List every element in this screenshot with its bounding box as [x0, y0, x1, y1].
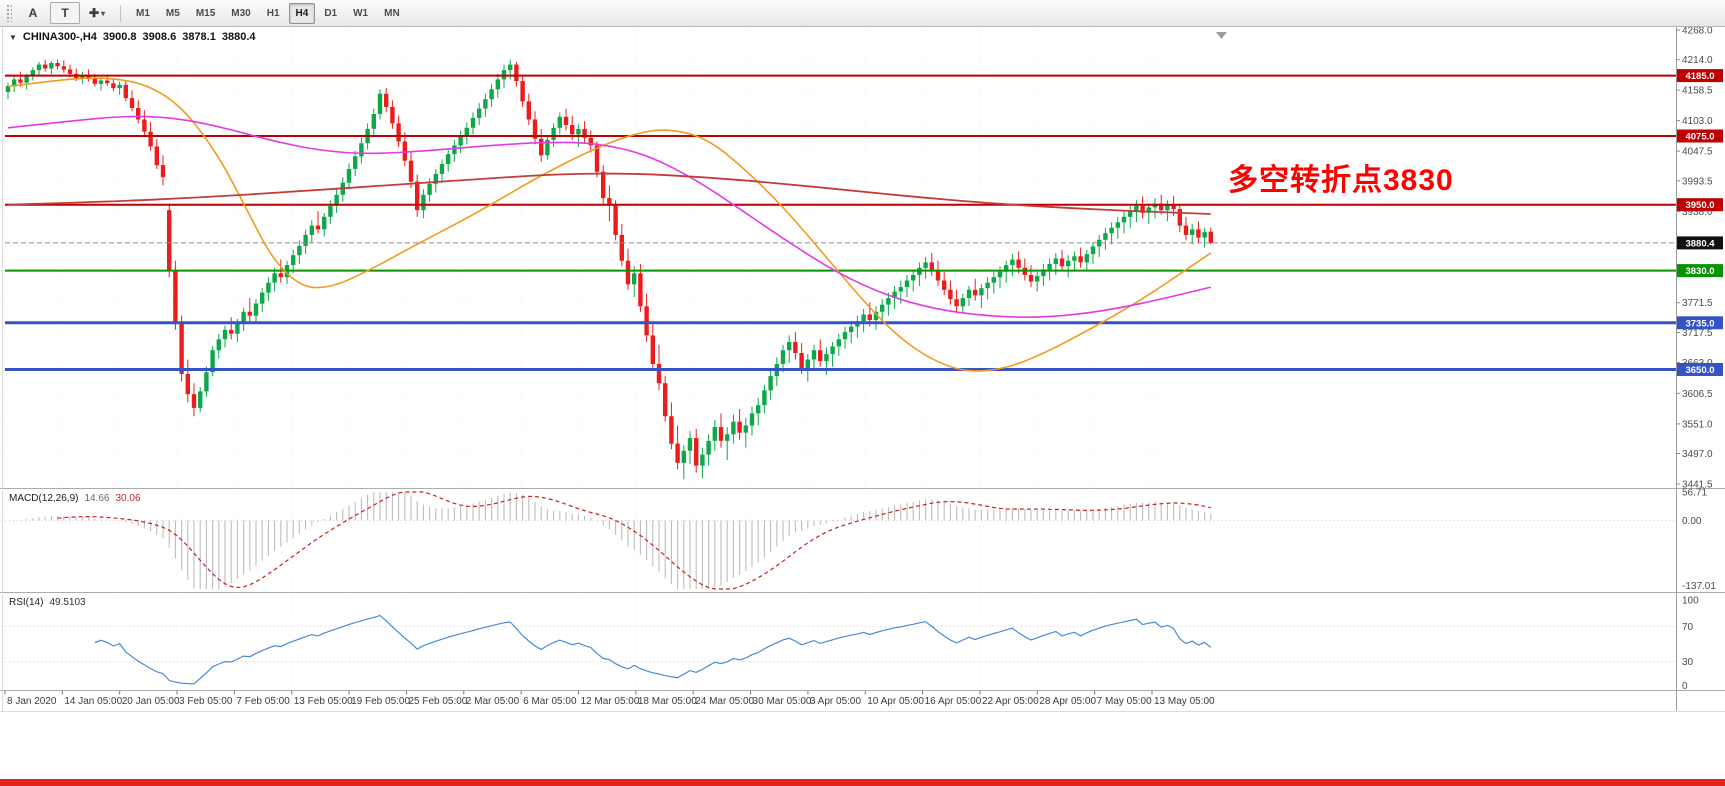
svg-text:16 Apr 05:00: 16 Apr 05:00	[925, 696, 982, 707]
svg-text:19 Feb 05:00: 19 Feb 05:00	[351, 696, 410, 707]
svg-text:0.00: 0.00	[1682, 516, 1702, 527]
macd-name: MACD(12,26,9)	[9, 493, 79, 504]
svg-text:4185.0: 4185.0	[1685, 71, 1714, 82]
macd-signal-value: 30.06	[115, 493, 141, 504]
svg-text:4268.0: 4268.0	[1682, 26, 1713, 37]
toolbar-drag-handle[interactable]	[6, 4, 12, 22]
timeframe-mn-button[interactable]: MN	[384, 7, 400, 19]
svg-text:7 May 05:00: 7 May 05:00	[1097, 696, 1152, 707]
chevron-down-icon: ▾	[101, 8, 106, 18]
candlestick-series[interactable]	[5, 59, 1213, 480]
open-value: 3900.8	[102, 31, 137, 43]
svg-text:30: 30	[1682, 657, 1694, 668]
svg-text:3717.5: 3717.5	[1682, 328, 1713, 339]
low-value: 3878.1	[182, 31, 216, 43]
panel-separators[interactable]	[0, 27, 1725, 712]
svg-text:3938.0: 3938.0	[1682, 207, 1713, 218]
macd-panel[interactable]	[5, 491, 1676, 590]
rsi-panel[interactable]	[5, 614, 1676, 685]
svg-text:3441.5: 3441.5	[1682, 480, 1713, 491]
svg-text:20 Jan 05:00: 20 Jan 05:00	[122, 696, 180, 707]
rsi-value: 49.5103	[49, 597, 86, 608]
chart-grid	[4, 29, 1676, 688]
timeframe-h1-button[interactable]: H1	[266, 7, 280, 19]
rsi-indicator-label: RSI(14) 49.5103	[9, 597, 86, 608]
annotate-button[interactable]: A	[28, 6, 38, 20]
svg-text:14 Jan 05:00: 14 Jan 05:00	[64, 696, 122, 707]
svg-text:28 Apr 05:00: 28 Apr 05:00	[1039, 696, 1096, 707]
price-tags: 4185.0 4075.0 3950.0 3830.0 3735.0 3650.0 3880…	[1677, 69, 1723, 376]
svg-text:3 Apr 05:00: 3 Apr 05:00	[810, 696, 862, 707]
svg-text:13 May 05:00: 13 May 05:00	[1154, 696, 1215, 707]
svg-text:3606.5: 3606.5	[1682, 389, 1713, 400]
svg-text:2 Mar 05:00: 2 Mar 05:00	[466, 696, 520, 707]
timeframe-m5-button[interactable]: M5	[165, 7, 180, 19]
svg-text:3993.5: 3993.5	[1682, 176, 1713, 187]
svg-text:24 Mar 05:00: 24 Mar 05:00	[695, 696, 754, 707]
timeframe-d1-button[interactable]: D1	[324, 7, 338, 19]
svg-text:4214.0: 4214.0	[1682, 55, 1713, 66]
high-value: 3908.6	[142, 31, 177, 43]
chart-info-line: ▼ CHINA300-,H4 3900.8 3908.6 3878.1 3880…	[9, 31, 256, 43]
bottom-red-bar	[0, 779, 1725, 786]
macd-indicator-label: MACD(12,26,9) 14.66 30.06	[9, 493, 141, 504]
svg-text:4158.5: 4158.5	[1682, 86, 1713, 97]
svg-text:8 Jan 2020: 8 Jan 2020	[7, 696, 57, 707]
svg-text:56.71: 56.71	[1682, 488, 1707, 499]
svg-text:70: 70	[1682, 622, 1694, 633]
svg-text:3650.0: 3650.0	[1685, 365, 1714, 376]
svg-text:3771.5: 3771.5	[1682, 298, 1713, 309]
symbol-period-label: CHINA300-,H4	[22, 31, 97, 43]
svg-text:3497.0: 3497.0	[1682, 449, 1713, 460]
svg-text:18 Mar 05:00: 18 Mar 05:00	[638, 696, 697, 707]
top-toolbar: A T ✚ ▾ M1 M5 M15 M30 H1 H4 D1 W1 MN	[0, 0, 1725, 27]
support-resistance-lines[interactable]	[5, 74, 1676, 371]
timeframe-m30-button[interactable]: M30	[231, 7, 251, 19]
timeframe-h4-button[interactable]: H4	[288, 2, 316, 24]
macd-histogram-value: 14.66	[84, 493, 110, 504]
svg-text:4075.0: 4075.0	[1685, 132, 1714, 143]
svg-text:12 Mar 05:00: 12 Mar 05:00	[581, 696, 640, 707]
svg-text:25 Feb 05:00: 25 Feb 05:00	[408, 696, 467, 707]
svg-text:4103.0: 4103.0	[1682, 116, 1713, 127]
svg-text:7 Feb 05:00: 7 Feb 05:00	[236, 696, 290, 707]
svg-text:-137.01: -137.01	[1682, 581, 1716, 592]
svg-text:3950.0: 3950.0	[1685, 200, 1714, 211]
svg-text:3830.0: 3830.0	[1685, 266, 1714, 277]
svg-text:3 Feb 05:00: 3 Feb 05:00	[179, 696, 233, 707]
timeframe-w1-button[interactable]: W1	[353, 7, 369, 19]
cursor-tool-button[interactable]: ✚ ▾	[82, 2, 112, 24]
svg-text:13 Feb 05:00: 13 Feb 05:00	[294, 696, 353, 707]
svg-text:30 Mar 05:00: 30 Mar 05:00	[753, 696, 812, 707]
svg-text:0: 0	[1682, 681, 1688, 692]
moving-average-lines	[7, 77, 1212, 372]
rsi-name: RSI(14)	[9, 597, 44, 608]
timeframe-m1-button[interactable]: M1	[136, 7, 150, 19]
close-value: 3880.4	[221, 31, 256, 43]
svg-text:22 Apr 05:00: 22 Apr 05:00	[982, 696, 1039, 707]
toolbar-separator	[120, 4, 121, 22]
chart-shift-marker[interactable]	[1216, 32, 1227, 39]
svg-text:3880.4: 3880.4	[1685, 238, 1715, 249]
svg-text:3735.0: 3735.0	[1685, 318, 1714, 329]
crosshair-icon: ✚	[88, 6, 100, 20]
svg-text:3551.0: 3551.0	[1682, 419, 1713, 430]
pivot-annotation-text: 多空转折点3830	[1228, 164, 1454, 197]
svg-text:100: 100	[1682, 596, 1699, 607]
svg-text:4047.5: 4047.5	[1682, 147, 1713, 158]
svg-text:10 Apr 05:00: 10 Apr 05:00	[867, 696, 924, 707]
time-axis[interactable]: 8 Jan 2020 14 Jan 05:00 20 Jan 05:00 3 Feb …	[4, 691, 1215, 707]
svg-text:6 Mar 05:00: 6 Mar 05:00	[523, 696, 577, 707]
timeframe-m15-button[interactable]: M15	[195, 7, 216, 19]
text-tool-button[interactable]: T	[50, 2, 80, 24]
chart-collapse-icon[interactable]: ▼	[9, 32, 17, 42]
